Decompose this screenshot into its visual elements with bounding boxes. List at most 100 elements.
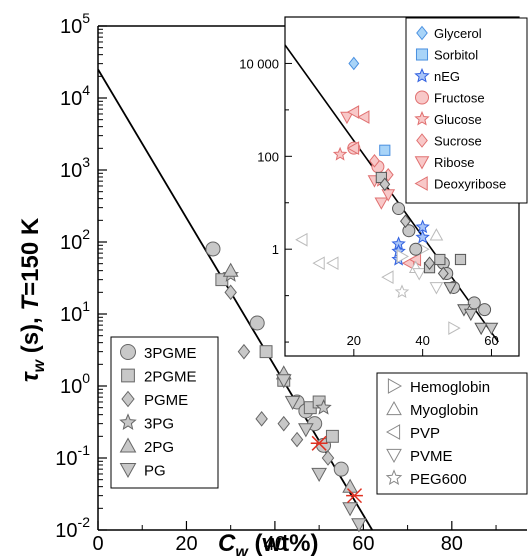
inset-data-point — [478, 303, 492, 317]
inset-legend-top: Glycerol Sorbitol nEG Fructose Glucose Sucros… — [405, 17, 528, 204]
data-point — [284, 395, 301, 411]
inset-data-point — [295, 232, 308, 247]
legend-marker — [415, 48, 429, 61]
legend-marker — [385, 469, 403, 485]
legend-label: Sucrose — [434, 134, 482, 149]
y-tick-label-base: 10 — [55, 448, 77, 470]
legend-marker — [119, 437, 137, 453]
legend-label: Hemoglobin — [410, 379, 490, 396]
y-tick-label: 10-2 — [55, 514, 90, 542]
legend-label: 2PGME — [144, 369, 197, 386]
y-tick-label-base: 10 — [60, 232, 82, 254]
inset-data-point — [437, 266, 449, 281]
legend-label: PVME — [410, 448, 453, 465]
legend-label: 2PG — [144, 439, 174, 456]
inset-data-point — [374, 197, 389, 210]
inset-y-tick-label: 100 — [257, 149, 279, 164]
y-axis-label-rest: (s), — [17, 311, 44, 360]
y-tick-label-base: 10 — [60, 304, 82, 326]
inset-y-tick-label: 1 — [272, 242, 279, 257]
y-tick-label-exp: 0 — [82, 370, 90, 386]
data-point — [224, 284, 237, 301]
y-tick-label: 101 — [60, 298, 90, 326]
x-tick-label: 0 — [92, 533, 103, 555]
inset-data-point — [434, 253, 446, 266]
inset-data-point — [379, 177, 391, 192]
series-2pgme — [215, 273, 339, 443]
inset-data-point — [381, 270, 394, 285]
inset-data-point — [346, 105, 360, 119]
data-point — [255, 411, 268, 427]
inset-x-tick-label: 40 — [415, 333, 429, 348]
inset-data-point — [369, 154, 380, 168]
legend-label: Glucose — [434, 112, 482, 127]
legend-label: PEG600 — [410, 471, 467, 488]
inset-legend-top-frame — [405, 17, 528, 204]
legend-marker — [416, 25, 428, 41]
data-point — [310, 435, 328, 451]
legend-marker — [414, 176, 428, 191]
inset-series-glycerol — [348, 56, 360, 71]
y-tick-label-exp: 5 — [82, 10, 90, 26]
y-axis-label-base: τ — [17, 371, 44, 382]
inset-data-point — [412, 268, 427, 281]
y-tick-label-base: 10 — [60, 88, 82, 110]
data-point — [237, 343, 251, 360]
series-cross-marks — [310, 435, 363, 504]
inset-series-pvp — [295, 232, 394, 285]
legend-marker — [120, 344, 136, 360]
data-point — [333, 461, 349, 477]
inset-data-point — [454, 253, 467, 266]
inset-data-point — [396, 249, 410, 264]
y-tick-label-exp: 1 — [82, 298, 90, 314]
inset-data-point — [312, 256, 325, 271]
inset-data-point — [467, 296, 481, 310]
main-legend: 3PGME 2PGME PGME 3PG 2PG PG — [110, 336, 219, 489]
inset-data-point — [381, 189, 396, 202]
inset-data-point — [394, 284, 410, 299]
inset-data-point — [392, 202, 406, 216]
inset-data-point — [357, 110, 370, 124]
legend-label: Ribose — [434, 155, 474, 170]
inset-data-point — [474, 322, 488, 336]
x-tick-label: 20 — [175, 533, 197, 555]
inset-legend-bottom: Hemoglobin Myoglobin PVP PVME PEG600 — [376, 372, 528, 495]
legend-label: PVP — [410, 425, 440, 442]
inset-data-point — [443, 282, 458, 295]
data-point — [325, 429, 339, 443]
legend-marker — [121, 390, 135, 408]
data-point — [275, 374, 292, 389]
inset-data-point — [326, 256, 339, 271]
inset-data-point — [415, 229, 430, 244]
data-point — [351, 518, 367, 533]
legend-marker — [385, 424, 401, 440]
data-point — [321, 450, 335, 466]
legend-label: Fructose — [434, 91, 485, 106]
legend-marker — [416, 133, 428, 148]
legend-label: PG — [144, 463, 166, 480]
inset-data-point — [429, 228, 444, 241]
main-legend-frame — [110, 336, 219, 489]
data-point — [205, 241, 221, 257]
legend-marker — [119, 463, 137, 479]
y-tick-label: 103 — [60, 154, 90, 182]
y-tick-label-base: 10 — [55, 520, 77, 542]
data-point — [290, 431, 304, 448]
data-point — [277, 415, 290, 432]
inset-data-point — [424, 256, 435, 270]
y-tick-label: 100 — [60, 370, 90, 398]
series-pgme — [224, 284, 335, 466]
y-axis-label-tail: =150 K — [17, 217, 44, 296]
inset-data-point — [346, 141, 360, 155]
y-tick-label: 102 — [60, 226, 90, 254]
y-tick-label-base: 10 — [60, 376, 82, 398]
y-tick-label: 10-1 — [55, 442, 90, 470]
legend-label: PGME — [144, 392, 188, 409]
inset-data-point — [448, 321, 461, 335]
y-tick-label-base: 10 — [60, 16, 82, 38]
inset-x-tick-label: 20 — [347, 333, 361, 348]
legend-label: 3PG — [144, 416, 174, 433]
y-tick-label-exp: 3 — [82, 154, 90, 170]
